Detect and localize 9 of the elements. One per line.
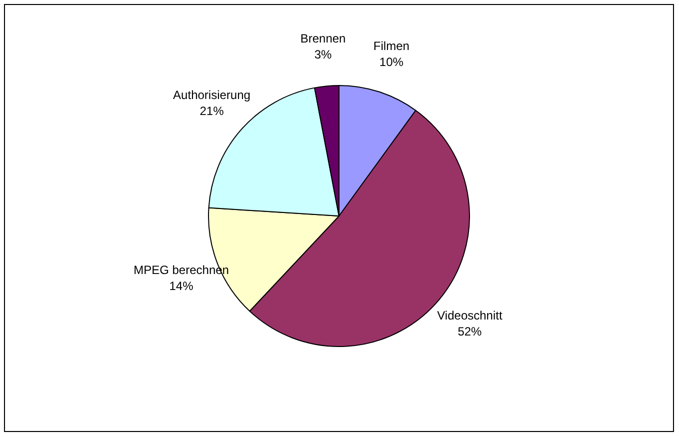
data-label: 21% — [200, 104, 224, 118]
data-label: 52% — [458, 324, 482, 338]
data-label: 10% — [379, 54, 404, 69]
data-label: 14% — [169, 278, 194, 293]
slice-label: Authorisierung — [173, 88, 250, 102]
slice-label: Filmen — [373, 38, 410, 53]
data-label: 3% — [314, 47, 332, 62]
slice-label: Brennen — [300, 31, 346, 46]
slice-label: Videoschnitt — [437, 308, 503, 322]
